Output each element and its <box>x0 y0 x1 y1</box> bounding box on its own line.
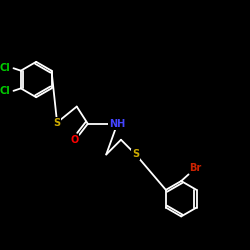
Text: Cl: Cl <box>0 63 10 73</box>
Text: Br: Br <box>189 162 202 172</box>
Text: Cl: Cl <box>0 86 10 96</box>
Text: NH: NH <box>109 119 126 129</box>
Text: S: S <box>132 150 139 160</box>
Text: S: S <box>54 118 61 128</box>
Text: O: O <box>70 135 78 145</box>
